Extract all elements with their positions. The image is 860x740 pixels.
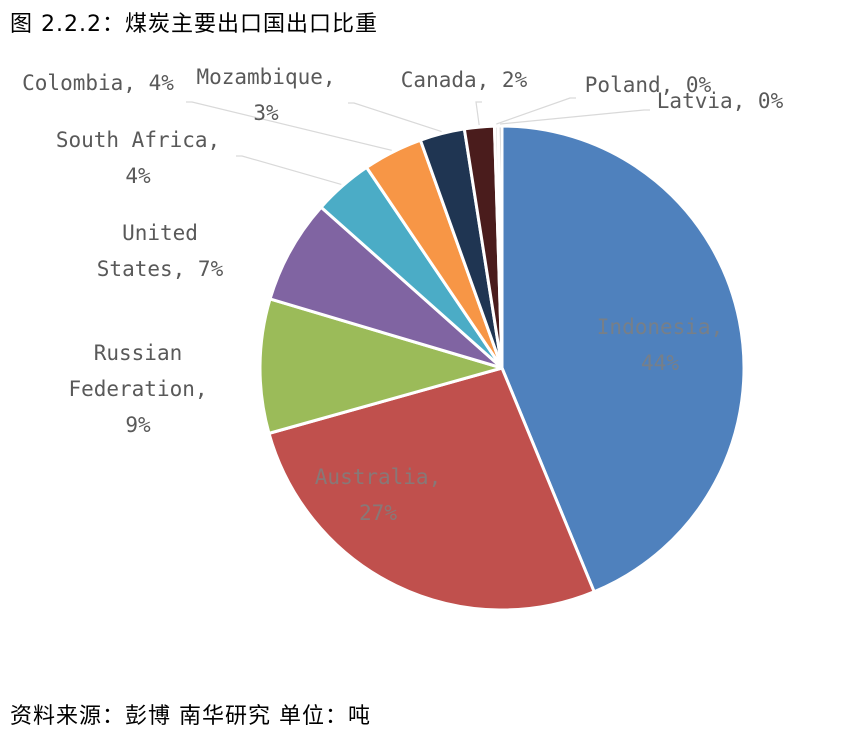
data-label-mozambique: Mozambique, 3% [196,65,335,125]
leader-line-poland [496,97,576,125]
data-label-united-states: United States, 7% [97,221,224,281]
pie-slice-indonesia [500,124,746,594]
data-label-australia: Australia, 27% [315,465,441,525]
source-note: 资料来源：彭博 南华研究 单位：吨 [10,704,371,729]
leader-line-south-africa [236,155,342,185]
leader-line-colombia [186,101,392,151]
pie-slice-russian-federation [258,297,504,435]
leader-line-mozambique [348,102,442,133]
data-label-south-africa: South Africa, 4% [56,128,220,188]
data-label-poland: Poland, 0% [585,73,712,97]
leader-lines [186,97,650,185]
figure-title: 图 2.2.2：煤炭主要出口国出口比重 [10,12,378,37]
leader-line-latvia [500,109,650,125]
data-label-canada: Canada, 2% [401,68,528,92]
leader-line-canada [475,101,482,126]
data-label-latvia: Latvia, 0% [657,89,784,113]
data-label-indonesia: Indonesia, 44% [597,315,723,375]
pie-slice-united-states [268,205,504,370]
data-label-colombia: Colombia, 4% [22,71,174,95]
pie-slice-latvia [496,124,504,370]
data-label-russian-federation: Russian Federation, 9% [68,341,207,437]
slice-labels: Indonesia, 44% Australia, 27% Russian Federat… [22,65,783,525]
pie-slices [258,124,746,612]
pie-slice-australia [267,366,596,612]
